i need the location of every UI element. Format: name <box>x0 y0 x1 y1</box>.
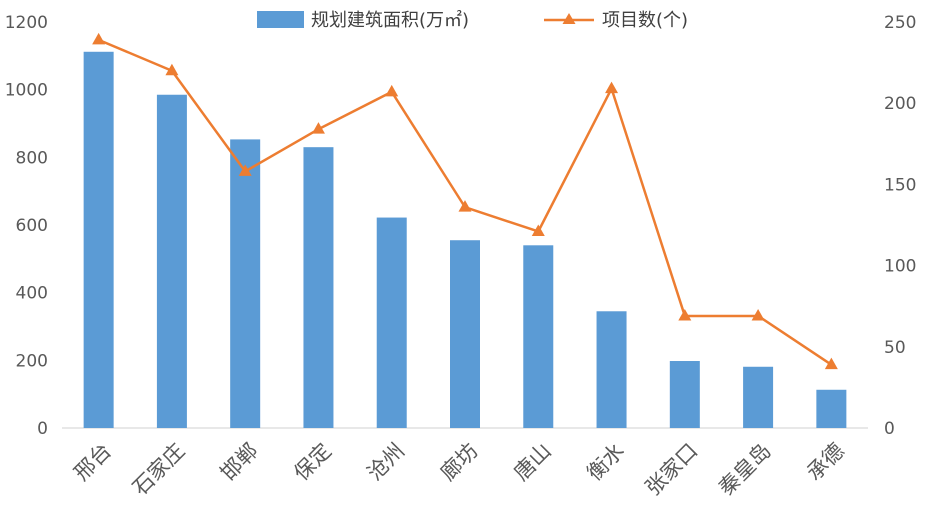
line-point-marker <box>92 32 106 45</box>
line-series <box>92 32 838 370</box>
line-point-marker <box>531 224 545 236</box>
legend-line-marker <box>562 13 576 24</box>
line-point-marker <box>311 122 325 134</box>
bar <box>596 311 627 428</box>
right-y-tick-label: 250 <box>884 13 916 33</box>
bar <box>743 366 774 428</box>
x-category-label: 唐山 <box>509 439 556 486</box>
legend: 规划建筑面积(万㎡) 项目数(个) <box>257 9 688 31</box>
x-category-label: 承德 <box>802 439 849 486</box>
line-point-marker <box>238 164 252 176</box>
bar <box>156 94 187 428</box>
bar <box>303 147 334 428</box>
x-category-label: 石家庄 <box>128 439 190 501</box>
left-y-tick-label: 1000 <box>5 81 48 101</box>
right-y-tick-label: 50 <box>884 338 906 358</box>
left-y-axis: 0 200 400 600 800 1000 1200 <box>5 13 48 439</box>
x-category-label: 保定 <box>289 439 336 486</box>
x-axis-categories: 邢台 石家庄 邯郸 保定 沧州 廊坊 唐山 衡水 张家口 秦皇岛 承德 <box>70 439 849 501</box>
x-category-label: 廊坊 <box>436 439 483 486</box>
x-category-label: 沧州 <box>363 439 410 486</box>
legend-bar-swatch <box>257 11 304 28</box>
line-point-marker <box>165 63 179 76</box>
right-y-tick-label: 200 <box>884 94 916 114</box>
bar <box>816 389 847 428</box>
x-category-label: 邢台 <box>70 439 117 486</box>
x-category-label: 秦皇岛 <box>714 439 776 501</box>
legend-bar-label: 规划建筑面积(万㎡) <box>311 9 469 31</box>
left-y-tick-label: 800 <box>16 148 48 168</box>
x-category-label: 邯郸 <box>216 439 263 486</box>
legend-line-label: 项目数(个) <box>602 10 688 31</box>
left-y-tick-label: 200 <box>16 351 48 371</box>
right-y-tick-label: 150 <box>884 175 916 195</box>
left-y-tick-label: 600 <box>16 216 48 236</box>
left-y-tick-label: 1200 <box>5 13 48 33</box>
x-category-label: 衡水 <box>582 439 629 486</box>
line-point-marker <box>385 84 399 97</box>
left-y-tick-label: 0 <box>37 419 48 439</box>
bar <box>669 361 700 428</box>
right-y-tick-label: 0 <box>884 419 895 439</box>
right-y-axis: 0 50 100 150 200 250 <box>884 13 916 439</box>
line-point-marker <box>824 357 838 370</box>
bar <box>83 51 114 428</box>
line-point-marker <box>678 308 692 321</box>
x-category-label: 张家口 <box>641 439 703 501</box>
line-point-marker <box>605 81 619 94</box>
left-y-tick-label: 400 <box>16 284 48 304</box>
bar-series <box>83 51 847 428</box>
bar <box>230 139 261 428</box>
line-point-marker <box>458 200 472 212</box>
right-y-tick-label: 100 <box>884 257 916 277</box>
bar <box>523 245 554 428</box>
bar <box>376 217 407 428</box>
line-point-marker <box>751 308 765 321</box>
bar <box>450 240 480 428</box>
